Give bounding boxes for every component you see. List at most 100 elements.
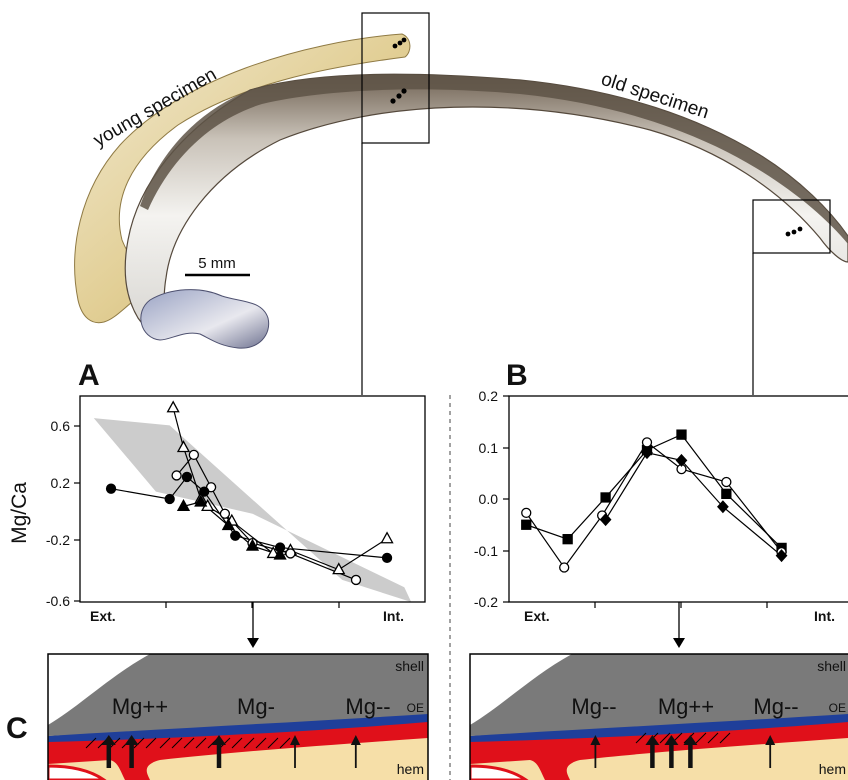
diagram-left-arrow-3-head — [290, 735, 300, 745]
chart-b-frame — [508, 395, 848, 603]
chart-b: 0.2 0.1 0.0 -0.1 -0.2 Ext. Int. — [474, 388, 848, 624]
chart-a-ylabel: Mg/Ca — [8, 482, 31, 544]
diagram-right-shell-label: shell — [817, 658, 846, 674]
hatch-mark — [279, 737, 291, 749]
chart-b-series-1-point-0 — [521, 507, 532, 519]
chart-a-x-right-label: Int. — [383, 608, 404, 624]
diagram-left-oe-label: OE — [407, 701, 424, 715]
diagram-right-oe-label: OE — [829, 701, 846, 715]
chart-b-series-1-point-5 — [721, 476, 732, 488]
diagram-right-lip — [470, 654, 572, 725]
diagram-left-mg-0: Mg++ — [112, 694, 168, 719]
scale-bar-label: 5 mm — [198, 255, 236, 272]
diagram-right-mg-0: Mg-- — [571, 694, 616, 719]
chart-a-series-1-point-0 — [171, 470, 182, 481]
chart-a-envelope — [93, 418, 412, 602]
chart-b-series-2-point-2 — [675, 453, 688, 467]
hatch-mark — [133, 737, 145, 749]
hatch-mark — [109, 737, 121, 749]
hatch-mark — [145, 737, 157, 749]
chart-a-series-0-point-0 — [166, 400, 180, 413]
chart-a-ytick-3: -0.6 — [46, 593, 70, 609]
chart-a-ytick-2: -0.2 — [46, 532, 70, 548]
chart-b-x-left-label: Ext. — [524, 608, 550, 624]
diagram-right-frame — [469, 653, 848, 780]
chart-a-series-3-point-0 — [176, 499, 191, 512]
diagram-left-mg-1: Mg- — [237, 694, 275, 719]
diagram-left-mantle-fold — [48, 764, 107, 780]
chart-b-series — [521, 429, 788, 573]
chart-b-series-0-point-2 — [600, 492, 611, 503]
chart-a-ticks — [74, 425, 340, 608]
chart-a-series-3-point-1 — [194, 494, 208, 507]
chart-b-series-1-line — [525, 441, 783, 569]
diagram-right-arrows — [590, 735, 776, 768]
diagram-right-arrow-3-head — [683, 735, 698, 745]
chart-a-series-3-point-3 — [245, 538, 260, 551]
diagram-right-arrow-2-head — [664, 735, 679, 745]
diagram-left-hem-label: hem — [397, 761, 424, 777]
zoom-box-old — [752, 199, 831, 254]
diagram-left-frame — [47, 653, 429, 780]
chart-a: Mg/Ca 0.6 0.2 -0.2 -0.6 Ext. Int. — [8, 395, 426, 624]
chart-b-series-2-point-1 — [641, 446, 653, 460]
diagram-left-lip — [48, 654, 150, 725]
hatch-mark — [219, 737, 231, 749]
zoom-boxes — [361, 12, 831, 395]
chart-a-ytick-0: 0.6 — [51, 418, 71, 434]
chart-to-diagram-arrows — [247, 602, 685, 648]
hatch-mark — [267, 737, 279, 749]
chart-a-series-1-point-3 — [219, 508, 231, 519]
chart-b-series-0-point-5 — [721, 488, 732, 500]
chart-a-series-1-point-6 — [350, 574, 362, 586]
hatch-mark — [195, 737, 207, 749]
diagram-right-arrow-0-head — [590, 735, 601, 745]
diagram-right-arrow-1-head — [645, 735, 660, 745]
hatch-mark — [171, 737, 183, 749]
chart-a-series-3-point-2 — [221, 518, 235, 531]
chart-b-ytick-0: 0.2 — [479, 388, 499, 404]
hatch-mark — [719, 732, 731, 744]
hatch-mark — [659, 732, 671, 744]
diagram-right-mantle-fold — [470, 764, 529, 780]
chart-a-series-1-point-5 — [285, 548, 296, 559]
panel-label-a: A — [78, 359, 100, 392]
diagram-left-arrow-1-head — [124, 735, 139, 745]
panel-label-b: B — [506, 359, 528, 392]
diagram-right-shell — [470, 654, 848, 736]
diagram-right-hem-label: hem — [819, 761, 846, 777]
diagram-left-arrows — [101, 735, 361, 768]
chart-b-series-2-point-3 — [717, 500, 729, 514]
diagram-left-arrow-2-head — [212, 735, 226, 745]
chart-b-series-0-point-0 — [521, 519, 532, 530]
chart-b-ytick-1: 0.1 — [479, 440, 499, 456]
diagram-left-shell — [48, 654, 428, 736]
hatch-mark — [183, 737, 195, 749]
diagram-right-arrow-4-head — [765, 735, 776, 745]
chart-b-series-0-line — [526, 433, 782, 549]
chart-b-series-1-point-3 — [641, 437, 653, 448]
chart-b-x-right-label: Int. — [814, 608, 835, 624]
chart-a-series-2-point-2 — [181, 471, 193, 483]
chart-b-series-0-point-4 — [676, 429, 687, 440]
chart-a-x-left-label: Ext. — [90, 608, 116, 624]
diagram-left-shell-label: shell — [395, 658, 424, 674]
chart-a-series-0-point-7 — [332, 562, 346, 575]
hatch-mark — [635, 732, 647, 744]
hatch-mark — [707, 732, 719, 744]
diagram-left-arrow-0-head — [101, 735, 116, 745]
chart-a-series-2-point-1 — [164, 493, 175, 505]
chart-b-series-0-point-1 — [562, 534, 573, 545]
diagram-right-mg-2: Mg-- — [753, 694, 798, 719]
chart-a-series-0-point-1 — [176, 440, 191, 453]
hatch-mark — [231, 737, 243, 749]
hatch-mark — [255, 737, 267, 749]
chart-b-ytick-2: 0.0 — [479, 491, 499, 507]
chart-a-series-3-point-4 — [273, 547, 287, 560]
hatch-mark — [85, 737, 97, 749]
diagram-left-mg-2: Mg-- — [345, 694, 390, 719]
chart-b-ticks — [503, 395, 768, 608]
panel-label-c: C — [6, 712, 28, 745]
chart-b-series-2-point-0 — [599, 513, 612, 527]
